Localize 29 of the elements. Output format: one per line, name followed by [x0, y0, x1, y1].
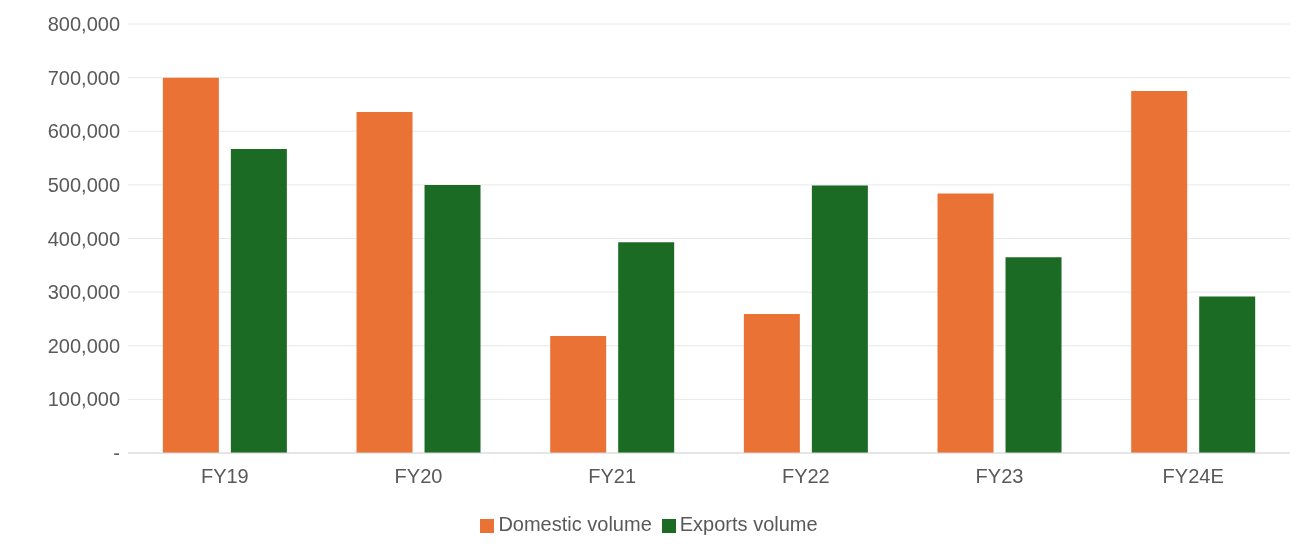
bar: [811, 185, 868, 453]
bar: [743, 314, 800, 453]
x-tick-label: FY22: [781, 465, 830, 488]
bar: [618, 242, 675, 453]
x-tick-label: FY20: [394, 465, 443, 488]
bar: [1199, 296, 1256, 453]
y-tick-label: 400,000: [47, 227, 120, 250]
bar: [1005, 257, 1062, 453]
bar: [550, 336, 607, 453]
y-tick-label: 700,000: [47, 66, 120, 89]
y-tick-label: -: [113, 442, 120, 465]
bar: [230, 148, 287, 453]
x-tick-label: FY21: [588, 465, 637, 488]
y-tick-label: 600,000: [47, 120, 120, 143]
x-tick-label: FY19: [200, 465, 249, 488]
y-tick-label: 500,000: [47, 173, 120, 196]
y-tick-label: 300,000: [47, 281, 120, 304]
legend-label: Domestic volume: [498, 513, 652, 535]
bar: [424, 184, 481, 453]
bar: [162, 77, 219, 453]
bar: [356, 111, 413, 453]
bar: [1131, 91, 1188, 453]
legend-label: Exports volume: [679, 513, 818, 535]
y-tick-label: 100,000: [47, 388, 120, 411]
y-tick-label: 200,000: [47, 334, 120, 357]
x-tick-label: FY24E: [1162, 465, 1224, 488]
bar: [937, 193, 994, 453]
x-tick-label: FY23: [975, 465, 1024, 488]
y-tick-label: 800,000: [47, 13, 120, 36]
